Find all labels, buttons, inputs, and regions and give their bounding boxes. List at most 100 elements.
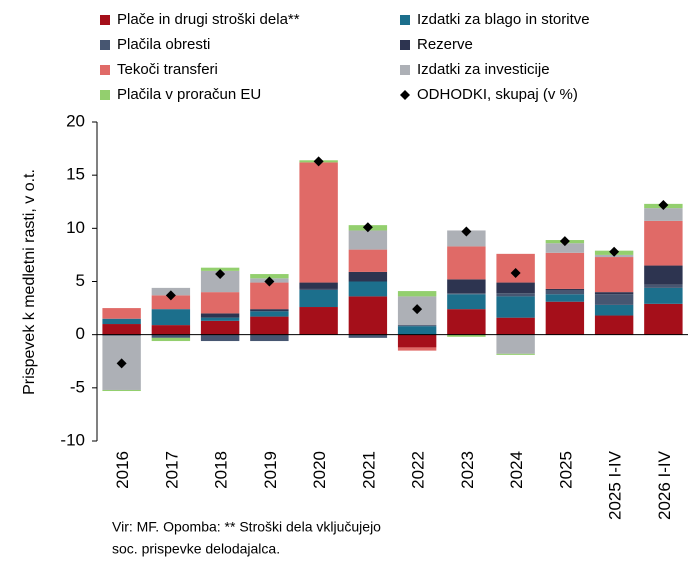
bar-segment bbox=[644, 208, 683, 221]
y-tick-label: 10 bbox=[66, 218, 85, 237]
legend-label: Izdatki za blago in storitve bbox=[417, 11, 590, 28]
bar-segment bbox=[594, 292, 634, 295]
x-tick-label: 2023 bbox=[458, 451, 477, 489]
legend-label: Tekoči transferi bbox=[117, 61, 218, 78]
legend-swatch bbox=[400, 65, 410, 75]
x-tick-label: 2018 bbox=[212, 451, 231, 489]
bar-segment bbox=[348, 249, 388, 272]
total-marker bbox=[165, 290, 176, 301]
x-tick-label: 2026 I-IV bbox=[655, 450, 674, 520]
bar-segment bbox=[200, 320, 240, 335]
bar-segment bbox=[250, 311, 289, 317]
y-tick-label: 0 bbox=[76, 324, 85, 343]
bar-segment bbox=[348, 230, 388, 250]
total-marker bbox=[362, 222, 373, 233]
bar-segment bbox=[102, 324, 141, 335]
x-tick-label: 2025 bbox=[556, 451, 575, 489]
x-tick-label: 2020 bbox=[310, 451, 329, 489]
bar-segment bbox=[496, 334, 535, 354]
note: soc. prispevke delodajalca. bbox=[112, 541, 280, 557]
bar-segment bbox=[299, 282, 338, 289]
bar-segment bbox=[250, 316, 289, 335]
bar-segment bbox=[447, 230, 486, 247]
x-tick-label: 2024 bbox=[507, 451, 526, 489]
bar-segment bbox=[299, 290, 338, 308]
bar-segment bbox=[397, 325, 437, 327]
y-axis-label: Prispevek k medletni rasti, v o.t. bbox=[21, 169, 38, 395]
bar-segment bbox=[644, 284, 683, 288]
bar-segment bbox=[447, 279, 486, 294]
note: Vir: MF. Opomba: ** Stroški dela vključu… bbox=[112, 519, 381, 535]
x-tick-label: 2021 bbox=[359, 451, 378, 489]
total-marker bbox=[116, 358, 127, 369]
legend-label: Plačila v proračun EU bbox=[117, 86, 261, 103]
total-marker bbox=[658, 199, 669, 210]
bar-segment bbox=[200, 313, 240, 318]
bar-segment bbox=[545, 290, 585, 295]
bar-segment bbox=[496, 317, 535, 335]
bar-segment bbox=[594, 304, 634, 316]
bar-segment bbox=[250, 282, 289, 310]
bar-segment bbox=[151, 325, 191, 335]
bar-segment bbox=[496, 282, 535, 294]
bar-segment bbox=[102, 318, 141, 325]
total-marker bbox=[264, 276, 275, 287]
y-tick-label: 15 bbox=[66, 165, 85, 184]
bar-segment bbox=[250, 309, 289, 312]
total-marker bbox=[559, 236, 570, 247]
bar-segment bbox=[545, 294, 585, 302]
bar-segment bbox=[644, 220, 683, 266]
legend-label: Plače in drugi stroški dela** bbox=[117, 11, 300, 28]
x-tick-label: 2025 I-IV bbox=[606, 450, 625, 520]
bar-segment bbox=[545, 243, 585, 253]
legend-swatch bbox=[400, 40, 410, 50]
bar-segment bbox=[397, 347, 437, 351]
bar-segment bbox=[447, 294, 486, 310]
bar-segment bbox=[447, 246, 486, 280]
bar-segment bbox=[200, 292, 240, 314]
bar-segment bbox=[348, 334, 388, 338]
legend-label: Izdatki za investicije bbox=[417, 61, 550, 78]
bar-segment bbox=[348, 271, 388, 282]
bar-segment bbox=[102, 308, 141, 319]
bar-segment bbox=[102, 389, 141, 392]
bar-segment bbox=[151, 337, 191, 342]
legend-marker bbox=[400, 90, 410, 100]
x-tick-label: 2017 bbox=[162, 451, 181, 489]
y-tick-label: 5 bbox=[76, 271, 85, 290]
bar-segment bbox=[644, 287, 683, 304]
bar-segment bbox=[545, 252, 585, 289]
bar-segment bbox=[397, 326, 437, 335]
legend-swatch bbox=[100, 65, 110, 75]
legend-swatch bbox=[400, 15, 410, 25]
bar-segment bbox=[348, 281, 388, 297]
bar-segment bbox=[397, 291, 437, 297]
bar-segment bbox=[151, 334, 191, 338]
legend-label: ODHODKI, skupaj (v %) bbox=[417, 86, 578, 103]
total-marker bbox=[215, 269, 226, 280]
legend-label: Plačila obresti bbox=[117, 36, 210, 53]
bar-segment bbox=[250, 334, 289, 342]
bar-segment bbox=[200, 270, 240, 293]
bar-segment bbox=[447, 334, 486, 337]
bar-segment bbox=[397, 334, 437, 348]
bar-segment bbox=[447, 293, 486, 295]
bar-segment bbox=[200, 317, 240, 321]
legend-label: Rezerve bbox=[417, 36, 473, 53]
bar-segment bbox=[545, 301, 585, 335]
legend-swatch bbox=[100, 90, 110, 100]
y-tick-label: 20 bbox=[66, 111, 85, 130]
bar-segment bbox=[102, 334, 141, 336]
bar-segment bbox=[496, 296, 535, 318]
bar-segment bbox=[594, 257, 634, 293]
bar-segment bbox=[151, 295, 191, 310]
bar-segment bbox=[594, 315, 634, 335]
bar-segment bbox=[594, 294, 634, 305]
bar-segment bbox=[348, 296, 388, 335]
legend-swatch bbox=[100, 15, 110, 25]
bar-segment bbox=[644, 265, 683, 285]
bar-segment bbox=[250, 274, 289, 279]
total-marker bbox=[412, 304, 423, 315]
bar-segment bbox=[299, 162, 338, 283]
